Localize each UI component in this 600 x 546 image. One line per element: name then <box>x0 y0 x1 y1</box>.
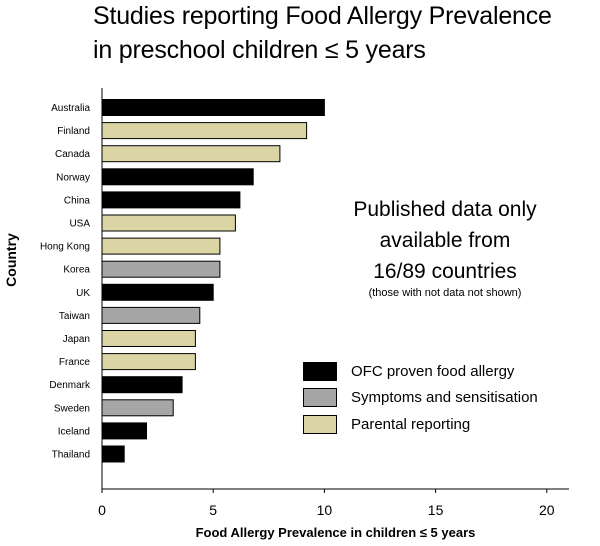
bar-australia <box>101 99 325 116</box>
category-label-taiwan: Taiwan <box>59 311 90 322</box>
category-label-thailand: Thailand <box>52 450 90 461</box>
legend-swatch-symptoms <box>303 388 337 407</box>
x-tick-label-10: 10 <box>317 502 333 518</box>
chart-title-line-1: Studies reporting Food Allergy Prevalenc… <box>93 2 552 30</box>
legend-label-symptoms: Symptoms and sensitisation <box>351 389 538 406</box>
x-axis-label: Food Allergy Prevalence in children ≤ 5 … <box>195 525 476 540</box>
category-labels: Australia Finland Canada Norway China USA Hong… <box>40 103 91 461</box>
x-tick-label-0: 0 <box>98 502 106 518</box>
bar-usa <box>101 214 236 232</box>
category-label-china: China <box>64 195 91 206</box>
category-label-iceland: Iceland <box>58 426 90 437</box>
category-label-korea: Korea <box>63 265 90 276</box>
category-label-denmark: Denmark <box>49 380 91 391</box>
category-label-france: France <box>59 357 91 368</box>
y-axis-label: Country <box>3 233 19 287</box>
category-label-uk: UK <box>76 288 90 299</box>
category-label-japan: Japan <box>63 334 90 345</box>
x-ticks: 0 5 10 15 20 <box>98 489 555 518</box>
bar-sweden <box>101 399 174 417</box>
bar-uk <box>101 283 214 301</box>
annotation-line-1: Published data only <box>353 198 537 221</box>
category-label-finland: Finland <box>57 126 90 137</box>
bar-iceland <box>101 422 147 440</box>
axes <box>101 88 569 490</box>
category-label-sweden: Sweden <box>54 403 90 414</box>
legend-swatch-parental <box>303 415 337 434</box>
legend-label-parental: Parental reporting <box>351 416 471 433</box>
legend-label-ofc: OFC proven food allergy <box>351 363 515 380</box>
bar-thailand <box>101 445 125 463</box>
bar-canada <box>101 145 281 163</box>
annotation-line-3: 16/89 countries <box>373 260 517 283</box>
category-label-usa: USA <box>69 219 90 230</box>
category-label-australia: Australia <box>51 103 90 114</box>
x-tick-label-5: 5 <box>209 502 217 518</box>
x-tick-label-20: 20 <box>539 502 555 518</box>
legend-swatch-ofc <box>303 362 337 381</box>
annotation-subtext: (those with not data not shown) <box>368 287 522 299</box>
annotation-line-2: available from <box>379 229 511 252</box>
bar-denmark <box>101 376 183 394</box>
bar-china <box>101 191 241 209</box>
bar-japan <box>101 330 196 347</box>
category-label-hong-kong: Hong Kong <box>40 242 90 253</box>
bar-finland <box>101 122 308 140</box>
category-label-canada: Canada <box>55 149 90 160</box>
bar-hong-kong <box>101 237 221 255</box>
bar-taiwan <box>101 306 201 324</box>
category-label-norway: Norway <box>56 172 90 183</box>
bar-korea <box>101 260 221 278</box>
chart-title-line-2: in preschool children ≤ 5 years <box>93 36 426 64</box>
bar-norway <box>101 168 254 186</box>
x-tick-label-15: 15 <box>428 502 444 518</box>
bars-group <box>101 99 325 463</box>
bar-france <box>101 353 196 371</box>
